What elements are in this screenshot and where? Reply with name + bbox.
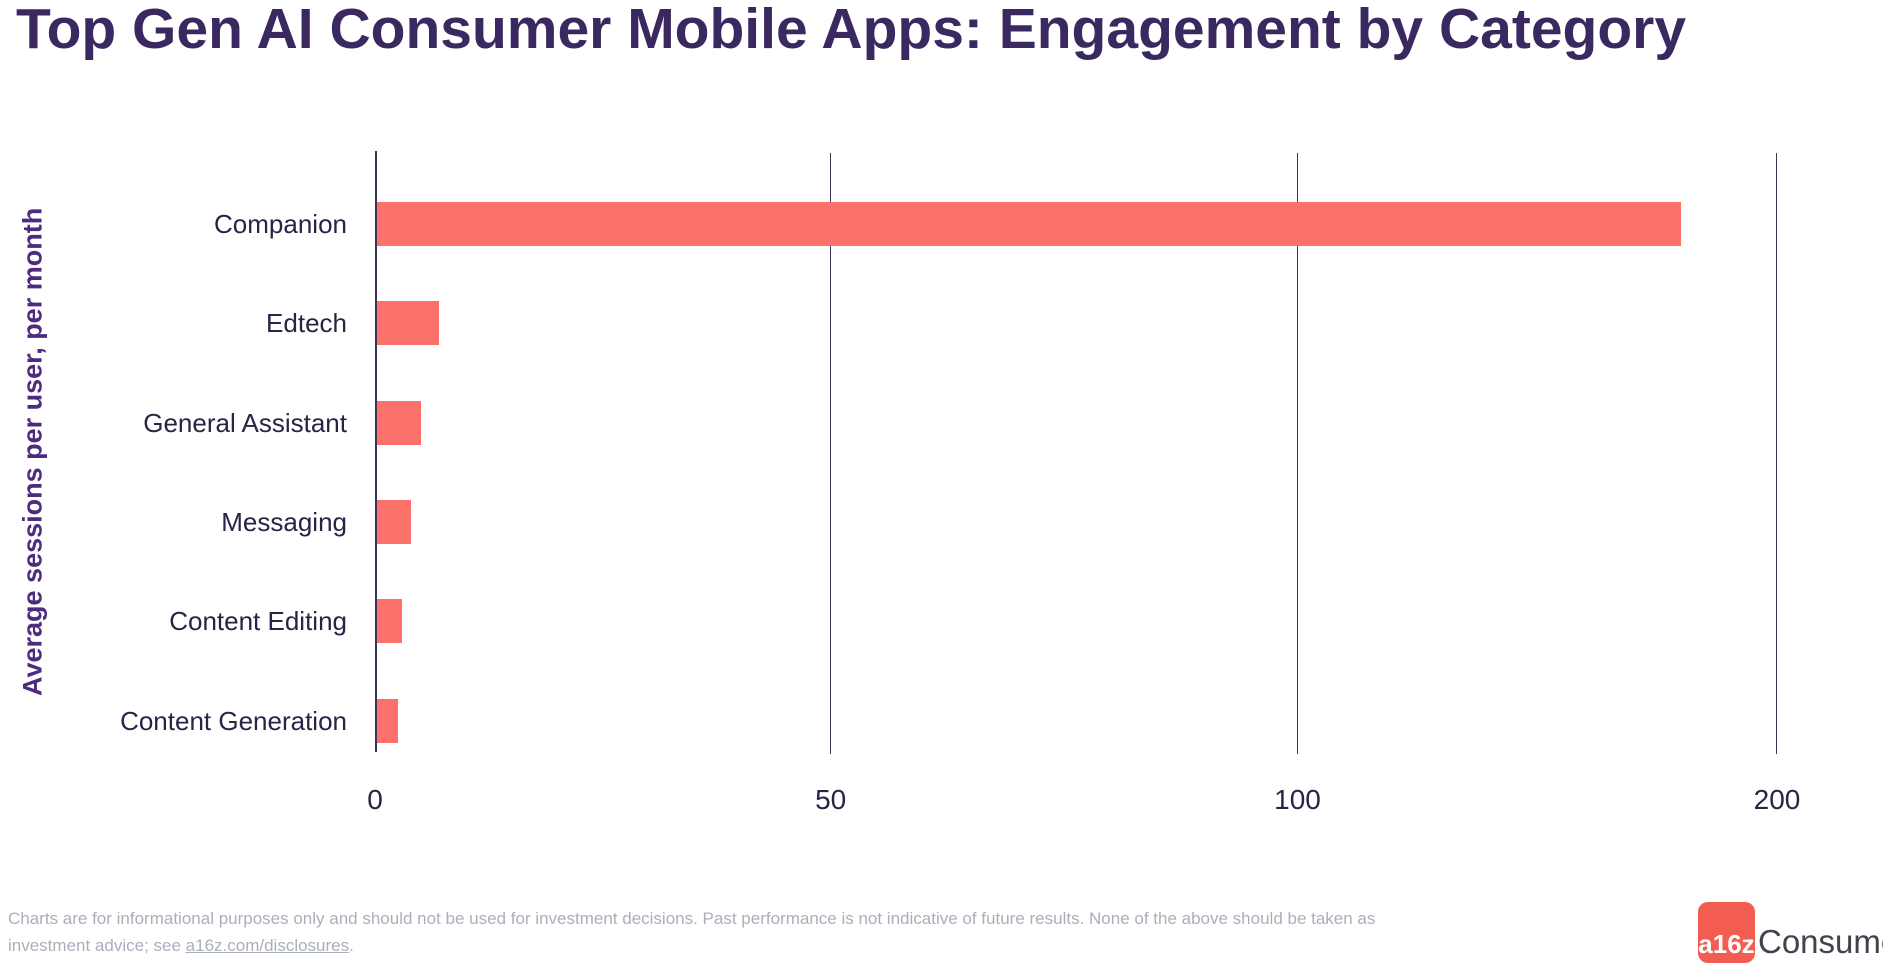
disclaimer-line-2: investment advice; see a16z.com/disclosu… (8, 932, 1508, 959)
gridline-100 (1296, 153, 1298, 754)
x-tick-label-50: 50 (815, 784, 847, 815)
gridline-50 (829, 153, 831, 754)
chart-title: Top Gen AI Consumer Mobile Apps: Engagem… (16, 0, 1687, 61)
gridline-200 (1776, 153, 1777, 754)
category-label-messaging: Messaging (221, 506, 347, 537)
x-axis-tick-labels: 0 50 100 200 (367, 780, 1800, 820)
a16z-logo-badge: a16z (1698, 902, 1755, 963)
disclosures-link[interactable]: a16z.com/disclosures (185, 936, 350, 955)
bar-content-editing (377, 599, 403, 644)
y-axis-spine (375, 151, 377, 752)
disclaimer-text-2: investment advice; see (8, 936, 186, 955)
category-label-content-generation: Content Generation (120, 705, 347, 736)
disclaimer: Charts are for informational purposes on… (8, 905, 1508, 959)
x-tick-label-0: 0 (367, 784, 383, 815)
a16z-consumer-logo: a16z Consumer (1698, 902, 1883, 963)
category-label-companion: Companion (214, 209, 347, 239)
bar-companion (377, 202, 1682, 246)
disclaimer-text-3: . (349, 936, 354, 955)
category-label-content-editing: Content Editing (169, 606, 347, 637)
category-label-edtech: Edtech (266, 308, 347, 339)
x-tick-label-100: 100 (1274, 784, 1321, 815)
bar-content-generation (377, 698, 398, 743)
consumer-wordmark: Consumer (1758, 923, 1883, 960)
plot-area (375, 151, 1777, 754)
a16z-logo-text: a16z (1698, 929, 1755, 959)
category-label-general-assistant: General Assistant (143, 407, 347, 438)
bar-edtech (377, 301, 439, 346)
bar-general-assistant (377, 400, 421, 445)
category-labels: Companion Edtech General Assistant Messagin… (0, 151, 347, 752)
disclaimer-text-1: Charts are for informational purposes on… (8, 909, 1376, 928)
bar-messaging (377, 499, 412, 544)
x-tick-label-200: 200 (1753, 784, 1801, 815)
disclaimer-line-1: Charts are for informational purposes on… (8, 905, 1508, 932)
